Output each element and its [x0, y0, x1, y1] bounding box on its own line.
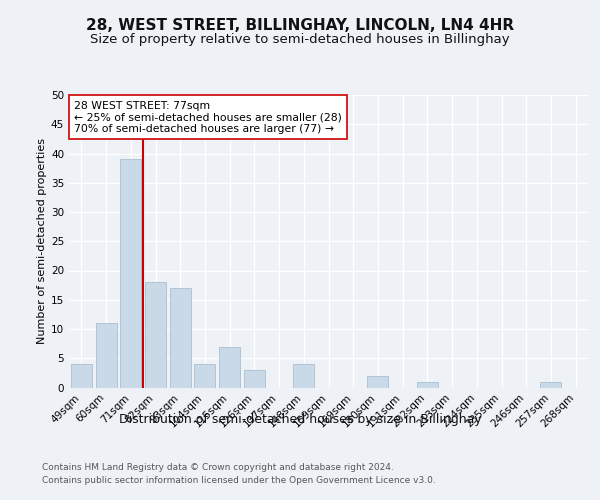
Text: Contains HM Land Registry data © Crown copyright and database right 2024.: Contains HM Land Registry data © Crown c…	[42, 462, 394, 471]
Bar	[71, 364, 92, 388]
Bar	[293, 364, 314, 388]
Bar	[120, 160, 141, 388]
Text: Contains public sector information licensed under the Open Government Licence v3: Contains public sector information licen…	[42, 476, 436, 485]
Bar	[170, 288, 191, 388]
Bar	[367, 376, 388, 388]
Text: Distribution of semi-detached houses by size in Billinghay: Distribution of semi-detached houses by …	[119, 412, 481, 426]
Bar	[95, 323, 116, 388]
Text: Size of property relative to semi-detached houses in Billinghay: Size of property relative to semi-detach…	[90, 32, 510, 46]
Y-axis label: Number of semi-detached properties: Number of semi-detached properties	[37, 138, 47, 344]
Bar	[194, 364, 215, 388]
Text: 28, WEST STREET, BILLINGHAY, LINCOLN, LN4 4HR: 28, WEST STREET, BILLINGHAY, LINCOLN, LN…	[86, 18, 514, 32]
Bar	[145, 282, 166, 388]
Bar	[541, 382, 562, 388]
Bar	[417, 382, 438, 388]
Bar	[219, 346, 240, 388]
Bar	[244, 370, 265, 388]
Text: 28 WEST STREET: 77sqm
← 25% of semi-detached houses are smaller (28)
70% of semi: 28 WEST STREET: 77sqm ← 25% of semi-deta…	[74, 101, 342, 134]
